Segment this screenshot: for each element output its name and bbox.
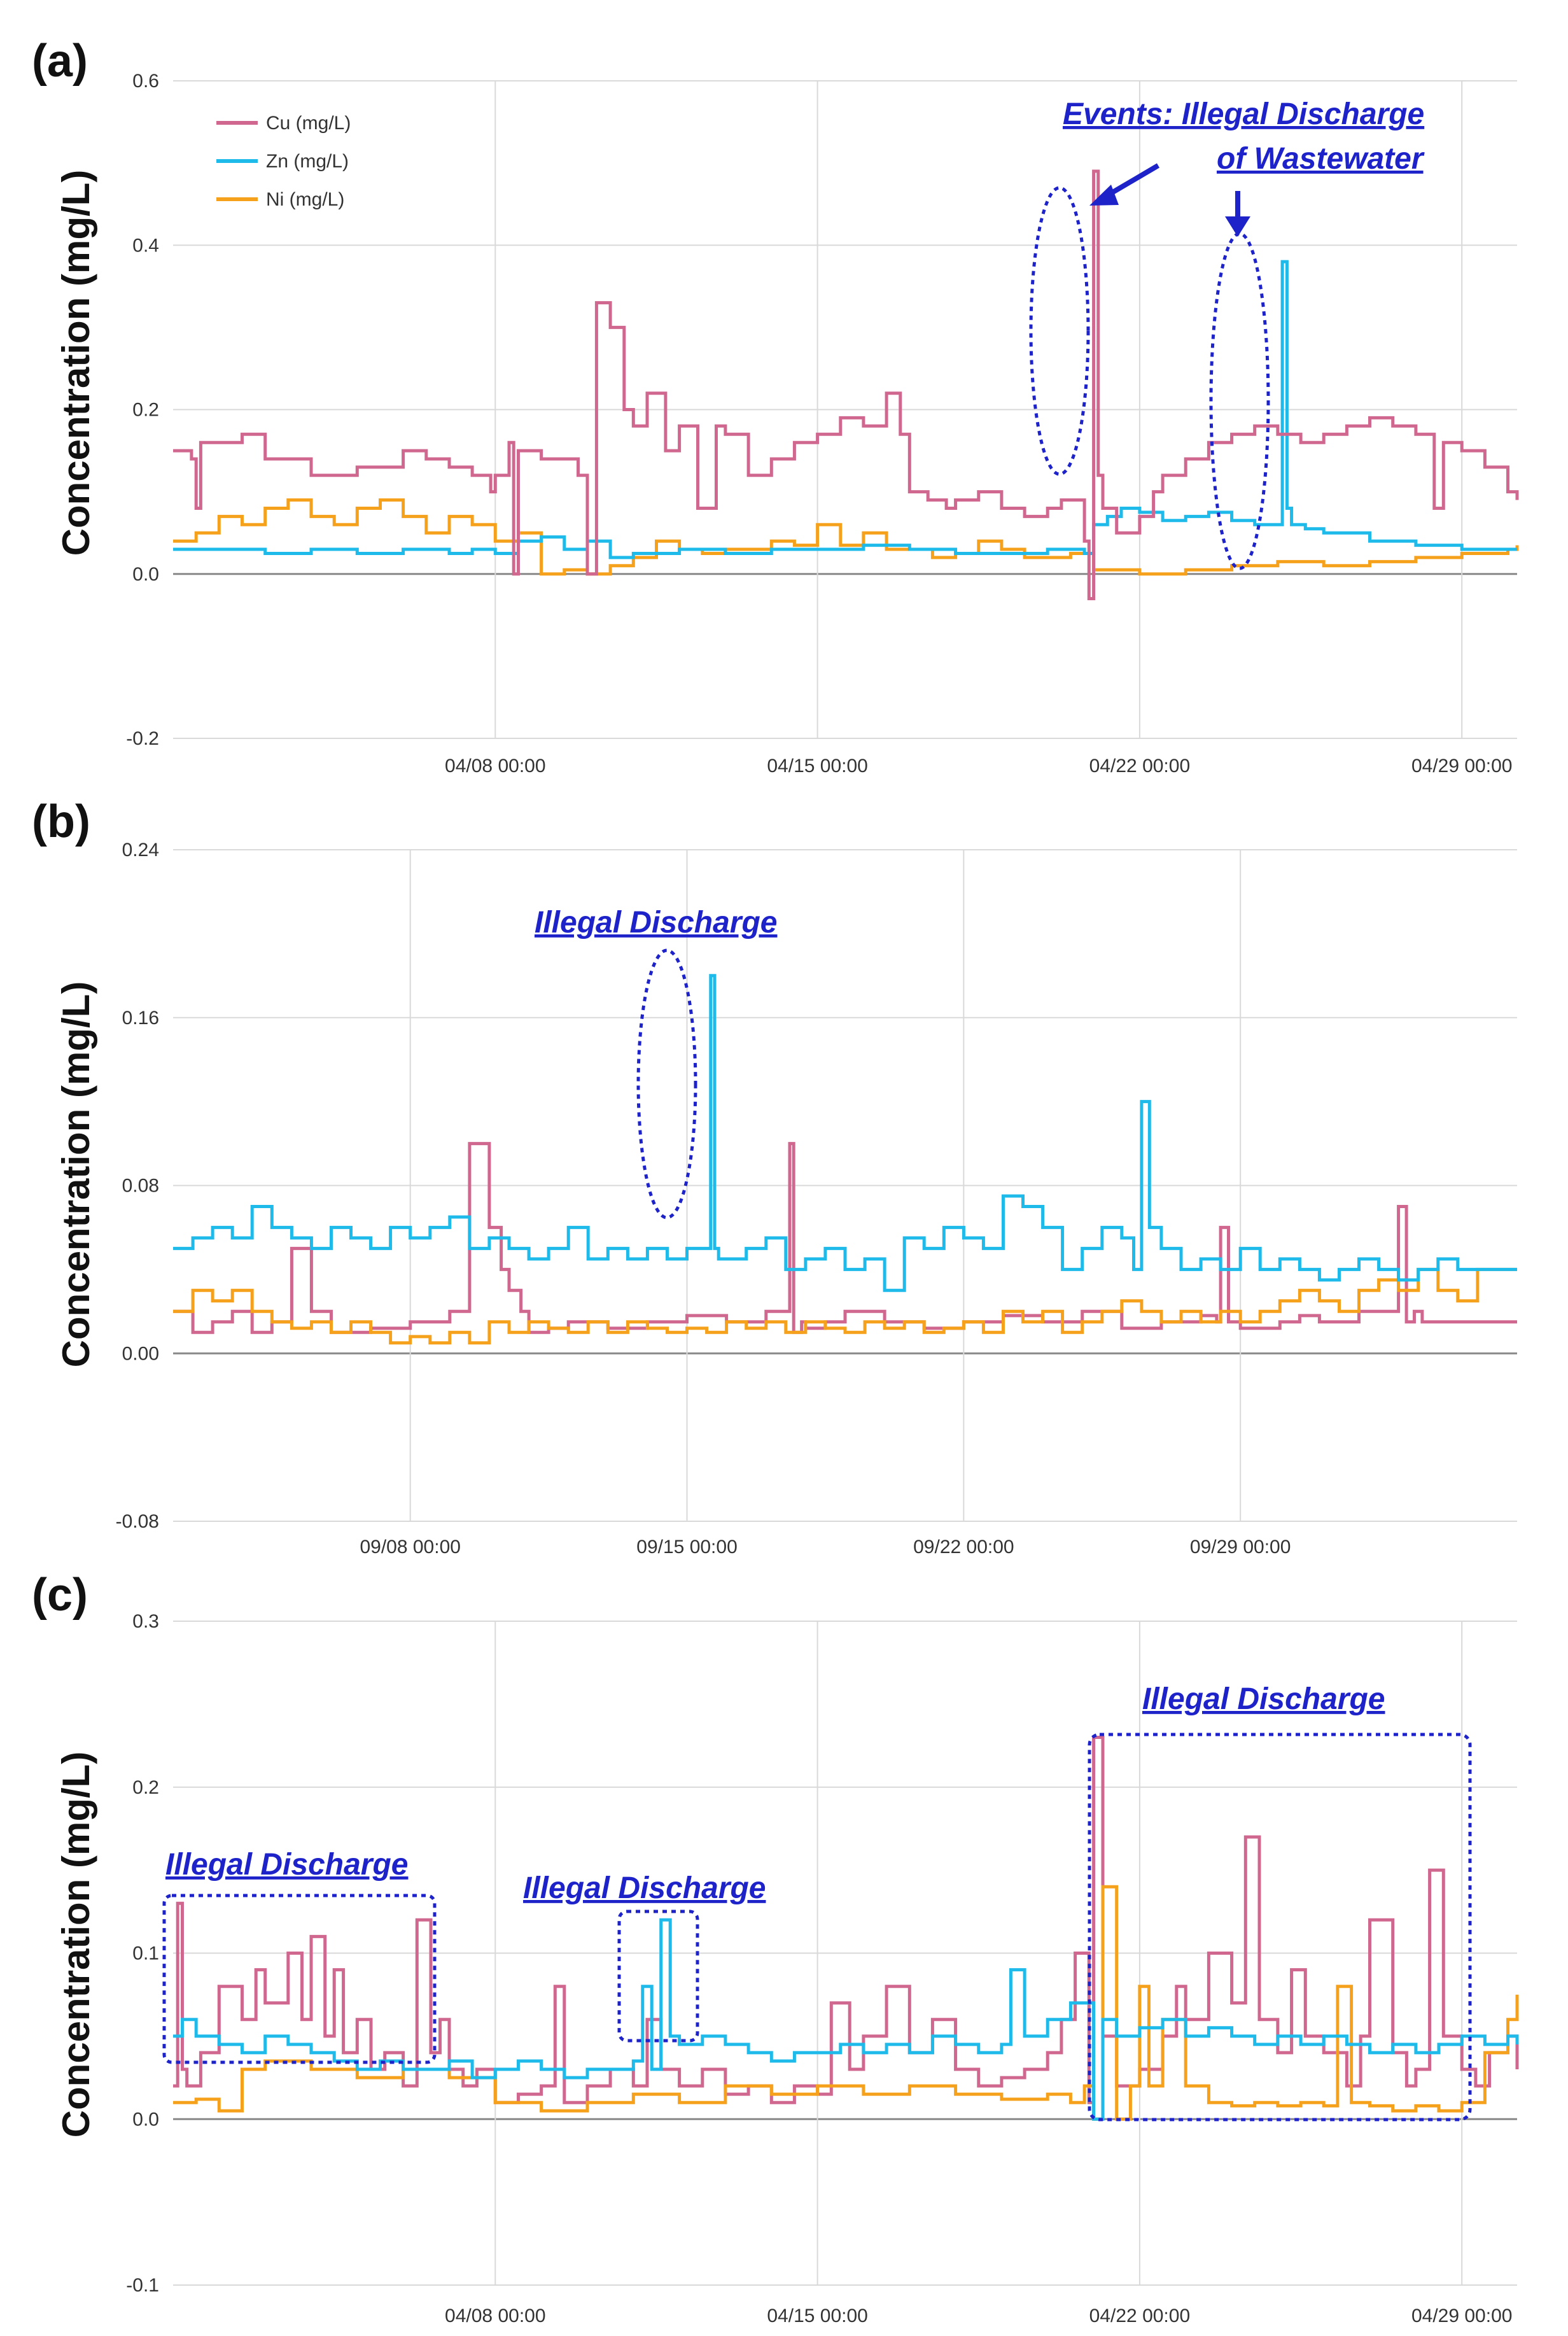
- series-line-ni: [173, 1267, 1517, 1345]
- annotation-c-label-2: Illegal Discharge: [523, 1871, 766, 1905]
- y-tick-label: -0.1: [126, 2275, 159, 2296]
- series-b: [173, 974, 1517, 1345]
- y-tick-label: 0.3: [132, 1611, 159, 1632]
- panel-b: (b) Concentration (mg/L) 0.24 0.16 0.08 0.0…: [32, 796, 1517, 1558]
- y-tick-label: 0.08: [122, 1176, 159, 1197]
- series-line-zn: [173, 260, 1517, 559]
- y-ticks-c: 0.3 0.2 0.1 0.0 -0.1: [126, 1611, 159, 2296]
- legend-label-ni: Ni (mg/L): [266, 189, 344, 210]
- y-tick-label: 0.0: [132, 2109, 159, 2130]
- legend-a: Cu (mg/L) Zn (mg/L) Ni (mg/L): [216, 113, 351, 210]
- grid-a: [173, 80, 1517, 739]
- panel-label-b: (b): [32, 796, 90, 847]
- y-ticks-b: 0.24 0.16 0.08 0.00 -0.08: [116, 840, 159, 1532]
- event-box-c-3: [1088, 1733, 1472, 2121]
- event-outline-cu-spike: [1029, 186, 1090, 476]
- y-tick-label: -0.08: [116, 1511, 159, 1532]
- y-axis-label-a: Concentration (mg/L): [55, 170, 97, 556]
- event-outline-zn-spike: [1209, 232, 1270, 570]
- x-tick-label: 04/08 00:00: [445, 2305, 545, 2326]
- annotation-a: Events: Illegal Discharge of Wastewater: [1029, 97, 1425, 570]
- annotation-c-label-3: Illegal Discharge: [1142, 1682, 1385, 1716]
- annotation-arrowhead-zn: [1225, 216, 1250, 237]
- x-tick-label: 04/22 00:00: [1089, 2305, 1190, 2326]
- y-tick-label: 0.24: [122, 840, 159, 861]
- x-tick-label: 04/15 00:00: [767, 2305, 867, 2326]
- series-c: [173, 1736, 1519, 2121]
- x-ticks-a: 04/08 00:00 04/15 00:00 04/22 00:00 04/29 0…: [445, 756, 1512, 777]
- x-tick-label: 04/29 00:00: [1411, 2305, 1512, 2326]
- annotation-a-line1: Events: Illegal Discharge: [1063, 97, 1424, 131]
- x-tick-label: 04/15 00:00: [767, 756, 867, 777]
- x-tick-label: 09/22 00:00: [913, 1537, 1014, 1558]
- grid-b: [173, 849, 1517, 1522]
- y-tick-label: 0.0: [132, 564, 159, 585]
- legend-label-cu: Cu (mg/L): [266, 113, 351, 134]
- y-tick-label: 0.4: [132, 235, 159, 256]
- x-tick-label: 09/29 00:00: [1190, 1537, 1291, 1558]
- event-box-c-1: [162, 1894, 437, 2064]
- series-line-ni: [173, 498, 1519, 576]
- y-axis-label-c: Concentration (mg/L): [55, 1752, 97, 2138]
- series-line-zn: [173, 974, 1517, 1292]
- x-ticks-c: 04/08 00:00 04/15 00:00 04/22 00:00 04/29 0…: [445, 2305, 1512, 2326]
- grid-c: [173, 1621, 1517, 2286]
- annotation-c: Illegal Discharge Illegal Discharge Ille…: [162, 1682, 1472, 2121]
- x-tick-label: 09/15 00:00: [636, 1537, 737, 1558]
- annotation-a-line2: of Wastewater: [1217, 142, 1425, 176]
- legend-label-zn: Zn (mg/L): [266, 151, 349, 172]
- x-tick-label: 04/08 00:00: [445, 756, 545, 777]
- x-tick-label: 09/08 00:00: [360, 1537, 460, 1558]
- series-line-cu: [173, 1736, 1519, 2104]
- event-box-c-2: [617, 1910, 699, 2043]
- y-tick-label: 0.16: [122, 1008, 159, 1029]
- panel-a: (a) Concentration (mg/L) 0.6 0.4 0.2 0.0 -0.…: [32, 36, 1519, 777]
- panel-label-a: (a): [32, 36, 88, 87]
- y-tick-label: 0.2: [132, 400, 159, 421]
- panel-label-c: (c): [32, 1570, 88, 1621]
- annotation-b: Illegal Discharge: [535, 906, 778, 1220]
- y-tick-label: 0.2: [132, 1777, 159, 1798]
- y-ticks-a: 0.6 0.4 0.2 0.0 -0.2: [126, 71, 159, 749]
- annotation-arrowhead-cu: [1089, 185, 1119, 206]
- event-outline-b: [636, 948, 697, 1220]
- annotation-c-label-1: Illegal Discharge: [165, 1848, 409, 1882]
- y-axis-label-b: Concentration (mg/L): [55, 982, 97, 1368]
- panel-c: (c) Concentration (mg/L) 0.3 0.2 0.1 0.0 -0.…: [32, 1570, 1519, 2326]
- series-line-zn: [173, 1918, 1519, 2121]
- x-tick-label: 04/29 00:00: [1411, 756, 1512, 777]
- y-tick-label: 0.00: [122, 1343, 159, 1364]
- y-tick-label: -0.2: [126, 728, 159, 749]
- series-line-cu: [173, 169, 1519, 600]
- annotation-b-label: Illegal Discharge: [535, 906, 778, 939]
- x-ticks-b: 09/08 00:00 09/15 00:00 09/22 00:00 09/29 0…: [360, 1537, 1291, 1558]
- series-a: [173, 169, 1519, 600]
- series-line-cu: [173, 1142, 1517, 1334]
- y-tick-label: 0.6: [132, 71, 159, 92]
- y-tick-label: 0.1: [132, 1943, 159, 1964]
- x-tick-label: 04/22 00:00: [1089, 756, 1190, 777]
